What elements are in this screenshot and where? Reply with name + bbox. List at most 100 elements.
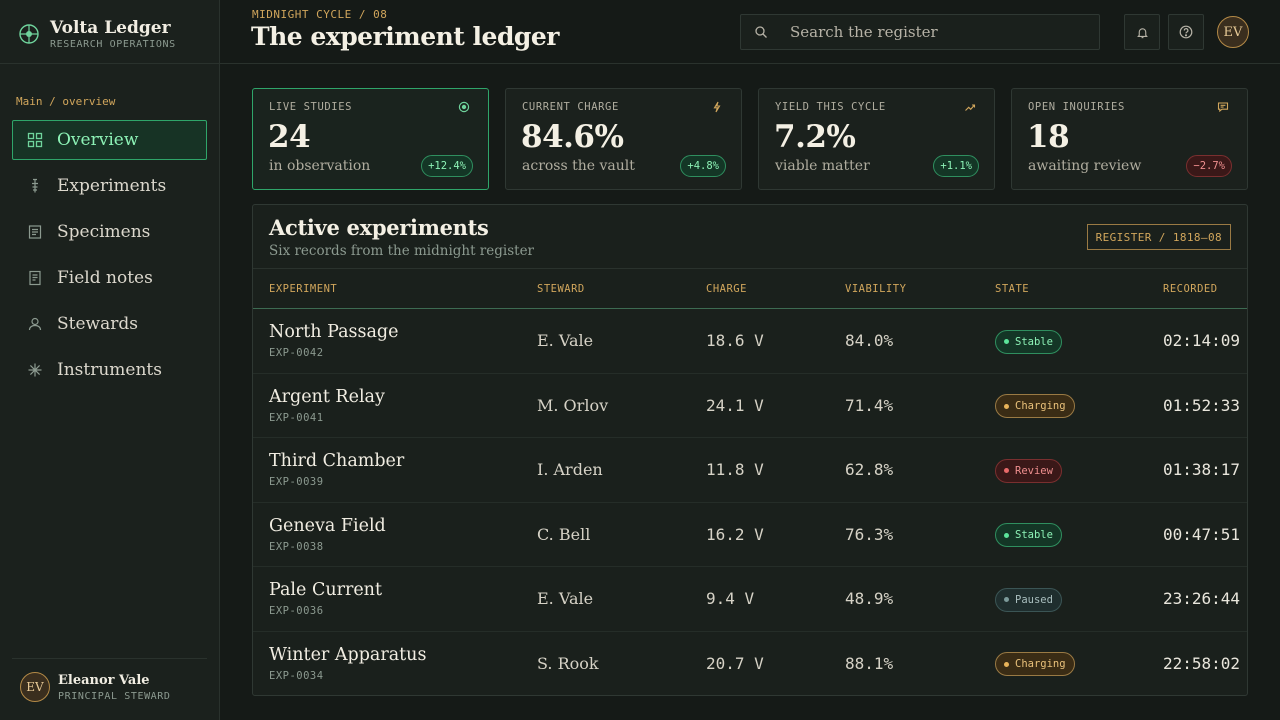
breadcrumb[interactable]: Main / overview	[16, 95, 116, 108]
register-badge[interactable]: REGISTER / 1818–08	[1086, 224, 1231, 250]
chat-icon	[1217, 102, 1229, 113]
notes-icon	[27, 270, 43, 286]
kpi-label: LIVE STUDIES	[269, 101, 353, 113]
table-row[interactable]: Third Chamber EXP-0039 I. Arden 11.8 V 6…	[253, 438, 1247, 503]
table-row[interactable]: Pale Current EXP-0036 E. Vale 9.4 V 48.9…	[253, 567, 1247, 632]
logo-icon	[19, 24, 39, 44]
divider	[253, 268, 1247, 269]
help-button[interactable]	[1168, 14, 1204, 50]
target-icon	[458, 101, 470, 113]
recorded-cell: 02:14:09	[1163, 331, 1241, 350]
charge-cell: 16.2 V	[706, 524, 764, 544]
sidebar-item-stewards[interactable]: Stewards	[12, 304, 207, 344]
user-role: PRINCIPAL STEWARD	[58, 690, 171, 702]
state-cell: Charging	[995, 652, 1075, 677]
experiment-name: North Passage	[269, 322, 399, 342]
kpi-sub: across the vault	[522, 158, 635, 174]
state-cell: Charging	[995, 394, 1075, 419]
viability-cell: 88.1%	[845, 653, 894, 673]
status-label: Stable	[1015, 335, 1053, 348]
state-cell: Stable	[995, 329, 1062, 354]
steward-cell: S. Rook	[537, 653, 599, 673]
sidebar-item-label: Specimens	[57, 222, 151, 242]
status-dot-icon	[1004, 339, 1009, 344]
column-header-recorded[interactable]: RECORDED	[1163, 283, 1218, 295]
status-dot-icon	[1004, 468, 1009, 474]
status-dot-icon	[1004, 403, 1009, 409]
kpi-delta-badge: +1.1%	[933, 155, 979, 177]
column-header-viability[interactable]: VIABILITY	[845, 283, 907, 295]
sidebar-item-label: Instruments	[57, 360, 162, 380]
kpi-card-live-studies[interactable]: LIVE STUDIES 24 in observation +12.4%	[252, 88, 489, 190]
notifications-button[interactable]	[1124, 14, 1160, 50]
table-header: EXPERIMENT STEWARD CHARGE VIABILITY STAT…	[253, 269, 1247, 309]
sidebar-item-overview[interactable]: Overview	[12, 120, 207, 160]
status-badge: Charging	[995, 652, 1075, 677]
search-input[interactable]	[790, 23, 1090, 41]
viability-cell: 48.9%	[845, 589, 894, 609]
status-dot-icon	[1004, 597, 1009, 603]
kpi-delta-badge: +4.8%	[680, 155, 726, 177]
column-header-state[interactable]: STATE	[995, 283, 1030, 295]
kpi-card-yield[interactable]: YIELD THIS CYCLE 7.2% viable matter +1.1…	[758, 88, 995, 190]
recorded-cell: 23:26:44	[1163, 589, 1241, 609]
kpi-card-current-charge[interactable]: CURRENT CHARGE 84.6% across the vault +4…	[505, 88, 742, 190]
table-row[interactable]: North Passage EXP-0042 E. Vale 18.6 V 84…	[253, 309, 1247, 374]
status-badge: Paused	[995, 587, 1062, 612]
page-eyebrow: MIDNIGHT CYCLE / 08	[252, 8, 388, 21]
recorded-cell: 01:52:33	[1163, 395, 1241, 415]
experiment-id: EXP-0036	[269, 605, 324, 618]
column-header-experiment[interactable]: EXPERIMENT	[269, 283, 338, 295]
table-row[interactable]: Argent Relay EXP-0041 M. Orlov 24.1 V 71…	[253, 374, 1247, 439]
viability-cell: 71.4%	[845, 395, 894, 415]
status-label: Charging	[1015, 658, 1066, 671]
charge-cell: 11.8 V	[706, 460, 764, 480]
recorded-cell: 22:58:02	[1163, 653, 1241, 673]
experiment-name: Geneva Field	[269, 515, 386, 536]
brand[interactable]: Volta Ledger RESEARCH OPERATIONS	[18, 14, 176, 54]
kpi-sub: viable matter	[775, 158, 870, 174]
kpi-label: YIELD THIS CYCLE	[775, 101, 886, 113]
status-label: Charging	[1015, 400, 1066, 413]
bolt-icon	[713, 101, 721, 113]
top-header: MIDNIGHT CYCLE / 08 The experiment ledge…	[220, 0, 1280, 64]
search-box[interactable]	[740, 14, 1100, 50]
status-badge: Stable	[995, 523, 1062, 548]
experiment-name: Third Chamber	[269, 451, 405, 472]
column-header-steward[interactable]: STEWARD	[537, 283, 585, 295]
user-name: Eleanor Vale	[58, 672, 150, 688]
experiment-id: EXP-0038	[269, 540, 324, 553]
user-profile[interactable]: EV Eleanor Vale PRINCIPAL STEWARD	[20, 672, 171, 702]
panel-title: Active experiments	[269, 215, 489, 240]
steward-cell: E. Vale	[537, 331, 594, 350]
table-row[interactable]: Geneva Field EXP-0038 C. Bell 16.2 V 76.…	[253, 503, 1247, 568]
kpi-value: 84.6%	[521, 119, 624, 155]
table-row[interactable]: Winter Apparatus EXP-0034 S. Rook 20.7 V…	[253, 632, 1247, 695]
status-label: Stable	[1015, 529, 1053, 542]
experiment-id: EXP-0034	[269, 669, 324, 682]
header-avatar[interactable]: EV	[1217, 16, 1249, 48]
avatar: EV	[20, 672, 50, 702]
recorded-cell: 00:47:51	[1163, 524, 1241, 544]
kpi-sub: in observation	[269, 158, 371, 174]
recorded-cell: 01:38:17	[1163, 460, 1241, 480]
table-body: North Passage EXP-0042 E. Vale 18.6 V 84…	[253, 309, 1247, 695]
charge-cell: 24.1 V	[706, 395, 764, 415]
charge-cell: 20.7 V	[706, 653, 764, 673]
search-icon	[755, 26, 767, 38]
sidebar-item-label: Field notes	[57, 268, 153, 288]
kpi-card-open-inquiries[interactable]: OPEN INQUIRIES 18 awaiting review −2.7%	[1011, 88, 1248, 190]
experiment-name: Argent Relay	[269, 386, 385, 407]
sidebar-item-instruments[interactable]: Instruments	[12, 350, 207, 390]
status-dot-icon	[1004, 532, 1009, 538]
sidebar-item-specimens[interactable]: Specimens	[12, 212, 207, 252]
sidebar-item-experiments[interactable]: Experiments	[12, 166, 207, 206]
status-badge: Charging	[995, 394, 1075, 419]
column-header-charge[interactable]: CHARGE	[706, 283, 747, 295]
experiments-panel: Active experiments Six records from the …	[252, 204, 1248, 696]
sidebar-nav: Overview Experiments Specimens	[12, 120, 207, 396]
sidebar-item-field-notes[interactable]: Field notes	[12, 258, 207, 298]
status-dot-icon	[1004, 661, 1009, 667]
bell-icon	[1136, 27, 1148, 38]
divider	[12, 658, 207, 659]
